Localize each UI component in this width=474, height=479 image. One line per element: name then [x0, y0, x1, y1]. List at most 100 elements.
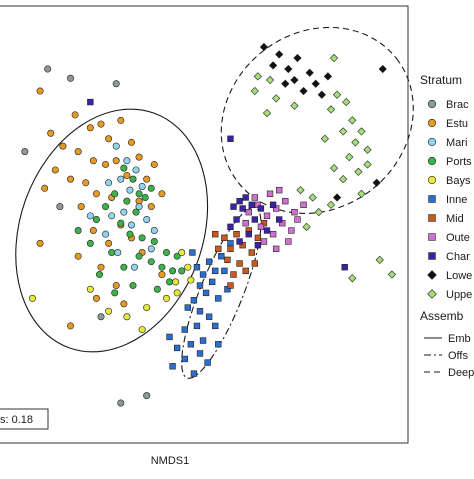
point-mid [254, 234, 262, 242]
point-estu [74, 252, 82, 260]
ellipse-deep [220, 26, 414, 214]
point-lowe [378, 64, 387, 74]
point-estu [147, 203, 155, 211]
point-uppe [314, 208, 323, 217]
point-bays [28, 294, 36, 302]
point-inne [187, 341, 195, 348]
point-lowe [284, 64, 293, 74]
point-inne [169, 363, 176, 370]
point-mari [131, 263, 139, 271]
point-inne [215, 341, 222, 348]
point-estu [82, 179, 90, 187]
point-oute [272, 245, 280, 253]
legend-key-mari [427, 137, 437, 147]
point-char [276, 216, 283, 223]
point-lowe [305, 68, 314, 77]
point-mari [102, 230, 110, 238]
point-ports [117, 219, 125, 227]
point-oute [282, 197, 289, 205]
point-mari [105, 179, 113, 187]
assemblage-legend: Assemb Emb Offs Deep [420, 309, 474, 379]
legend-label-estu: Estu [446, 118, 468, 130]
point-inne [205, 258, 213, 265]
stratum-legend: Stratum Brac Estu Mari Ports Bays Inne Mid Oute… [420, 73, 472, 301]
legend-label-inne: Inne [446, 194, 467, 206]
point-estu [36, 87, 44, 95]
point-estu [112, 157, 120, 165]
stress-label: s: 0.18 [0, 414, 33, 426]
point-uppe [348, 116, 357, 125]
point-uppe [357, 127, 366, 136]
legend-label-uppe: Uppe [446, 289, 472, 301]
point-uppe [342, 97, 351, 107]
point-mid [233, 230, 240, 238]
point-inne [212, 267, 219, 275]
point-mid [221, 234, 228, 242]
point-ports [147, 258, 155, 266]
point-ports [169, 267, 177, 275]
point-ports [178, 267, 186, 275]
legend-label-mid: Mid [446, 213, 464, 225]
point-oute [266, 190, 274, 197]
legend-label-brac: Brac [446, 99, 469, 111]
point-ports [126, 230, 134, 238]
stress-box: s: 0.18 [0, 408, 49, 430]
point-inne [173, 344, 181, 352]
point-mari [138, 182, 146, 190]
point-uppe [348, 274, 357, 283]
legend-key-oute [428, 233, 436, 241]
point-uppe [345, 153, 354, 162]
point-uppe [302, 222, 311, 231]
point-ports [123, 197, 131, 205]
point-ports [111, 289, 119, 297]
legend-key-brac [427, 99, 437, 109]
point-uppe [262, 108, 272, 118]
point-ports [108, 249, 116, 257]
point-uppe [253, 72, 262, 81]
point-inne [196, 308, 204, 315]
point-mid [212, 230, 219, 238]
point-char [236, 197, 243, 205]
legend-key-bays [427, 175, 437, 185]
point-ports [153, 285, 161, 293]
point-lowe [293, 53, 302, 63]
point-bays [178, 249, 186, 257]
point-brac [21, 148, 29, 156]
point-ports [129, 175, 137, 183]
point-estu [112, 282, 120, 290]
point-mid [224, 256, 231, 264]
point-uppe [363, 160, 372, 169]
point-estu [120, 300, 128, 308]
point-lowe [281, 79, 290, 88]
point-estu [117, 116, 125, 124]
point-inne [184, 304, 191, 311]
point-lowe [290, 75, 299, 85]
point-ports [102, 203, 110, 211]
point-ports [166, 278, 174, 286]
point-oute [263, 212, 271, 220]
points-layer [21, 42, 397, 407]
point-estu [67, 175, 75, 183]
assemblage-label-deep: Deep [448, 367, 474, 379]
point-bays [86, 285, 94, 293]
legend-label-ports: Ports [446, 156, 472, 168]
point-oute [276, 186, 283, 194]
point-uppe [329, 164, 339, 173]
point-ports [129, 282, 137, 290]
point-uppe [296, 186, 305, 195]
point-char [263, 227, 271, 234]
point-mari [135, 203, 143, 211]
point-bays [138, 326, 146, 334]
point-uppe [339, 127, 348, 136]
point-bays [143, 304, 151, 312]
point-lowe [311, 79, 320, 88]
point-mari [112, 142, 120, 150]
point-uppe [375, 255, 384, 264]
point-uppe [320, 134, 329, 143]
point-inne [205, 313, 213, 320]
point-inne [227, 240, 234, 247]
point-inne [212, 322, 219, 330]
point-mid [236, 260, 243, 267]
legend-key-mid [428, 214, 436, 222]
